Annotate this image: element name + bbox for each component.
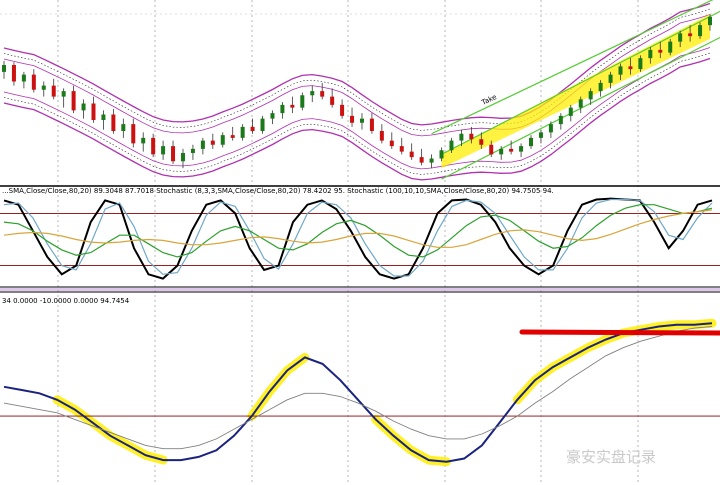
candle-body-54 [538, 132, 543, 138]
candle-body-10 [101, 114, 106, 120]
candle-body-18 [180, 153, 185, 162]
candle-body-41 [409, 151, 414, 158]
candle-body-13 [131, 124, 136, 144]
candle-body-16 [161, 146, 166, 155]
upper-band [3, 2, 711, 126]
candle-body-39 [389, 140, 394, 147]
stochastic-series-2 [3, 204, 713, 258]
candle-body-66 [658, 49, 663, 53]
candle-body-28 [280, 104, 285, 114]
stochastic-series-3 [3, 209, 713, 248]
candle-body-49 [489, 144, 494, 155]
candle-body-34 [340, 104, 345, 116]
candle-body-33 [330, 96, 335, 105]
candle-body-9 [91, 103, 96, 120]
candle-body-70 [698, 25, 703, 37]
candle-body-32 [320, 91, 325, 97]
stochastic-header: ...SMA,Close/Close,80,20) 89.3048 87.701… [2, 187, 554, 195]
candle-body-31 [310, 91, 315, 96]
candle-body-14 [141, 137, 146, 144]
oscillator-header: 34 0.0000 -10.0000 0.0000 94.7454 [2, 297, 130, 305]
candle-body-17 [171, 146, 176, 162]
trend-highlight [441, 14, 710, 169]
candle-body-26 [260, 118, 265, 131]
candle-body-4 [41, 85, 46, 90]
candle-body-0 [2, 65, 6, 72]
candle-body-63 [628, 66, 633, 70]
candle-body-60 [598, 82, 603, 92]
oscillator-lines [3, 322, 713, 463]
candle-body-29 [290, 104, 295, 108]
oscillator-panel [0, 293, 720, 485]
inner-lower-band [3, 47, 711, 170]
candle-body-35 [350, 115, 355, 123]
candle-body-56 [558, 115, 563, 125]
watermark: 豪安实盘记录 [566, 448, 656, 466]
candle-body-45 [449, 140, 454, 151]
candle-body-71 [708, 16, 712, 26]
stochastic-lines [3, 197, 713, 280]
candle-body-37 [369, 118, 374, 131]
candle-body-2 [21, 74, 26, 82]
oscillator-series-1 [3, 326, 713, 450]
candle-body-30 [300, 95, 305, 108]
oscillator-series-0 [3, 322, 713, 463]
candle-body-15 [151, 137, 156, 155]
candle-body-27 [270, 113, 275, 119]
candle-body-7 [71, 91, 76, 111]
candle-body-22 [220, 135, 225, 145]
price-candles [2, 14, 712, 169]
candle-body-64 [638, 58, 643, 70]
candle-body-1 [11, 65, 16, 82]
candle-body-6 [61, 91, 66, 97]
candle-body-47 [469, 133, 474, 140]
candle-body-48 [479, 139, 484, 145]
candle-body-43 [429, 158, 434, 163]
candle-body-25 [250, 126, 255, 131]
candle-body-24 [240, 126, 245, 138]
candle-body-62 [618, 66, 623, 75]
stochastic-series-1 [3, 198, 713, 277]
candle-body-40 [399, 146, 404, 152]
candle-body-44 [439, 150, 444, 159]
candle-body-53 [529, 137, 534, 147]
candle-body-19 [190, 148, 195, 153]
channel-middle [441, 10, 720, 155]
candle-body-61 [608, 74, 613, 83]
red-horizontal-marker [519, 329, 720, 336]
candle-body-21 [210, 140, 215, 145]
candle-body-3 [31, 74, 36, 90]
candle-body-46 [459, 133, 464, 141]
candle-body-58 [578, 99, 583, 108]
candle-body-8 [81, 103, 86, 111]
candle-body-36 [359, 118, 364, 123]
candle-body-5 [51, 85, 56, 97]
candle-body-59 [588, 91, 593, 100]
candle-body-12 [121, 124, 126, 131]
dotted-upper-band [3, 8, 711, 131]
candle-body-57 [568, 107, 573, 116]
candle-body-67 [668, 41, 673, 53]
candle-body-68 [678, 33, 683, 42]
candle-body-55 [548, 124, 553, 133]
channel-upper [431, 0, 714, 135]
candle-body-52 [519, 146, 524, 152]
candle-body-65 [648, 49, 653, 59]
compressed-panel [0, 288, 720, 291]
candle-body-69 [688, 33, 693, 37]
stochastic-series-0 [3, 197, 713, 280]
candle-body-51 [509, 148, 514, 152]
candle-body-42 [419, 157, 424, 163]
lower-band [3, 57, 711, 181]
stochastic-levels [0, 212, 720, 267]
candle-body-38 [379, 131, 384, 141]
candle-body-23 [230, 135, 235, 138]
candle-body-50 [499, 148, 504, 155]
candle-body-20 [200, 140, 205, 149]
dotted-lower-band [3, 52, 711, 175]
candle-body-11 [111, 114, 116, 131]
